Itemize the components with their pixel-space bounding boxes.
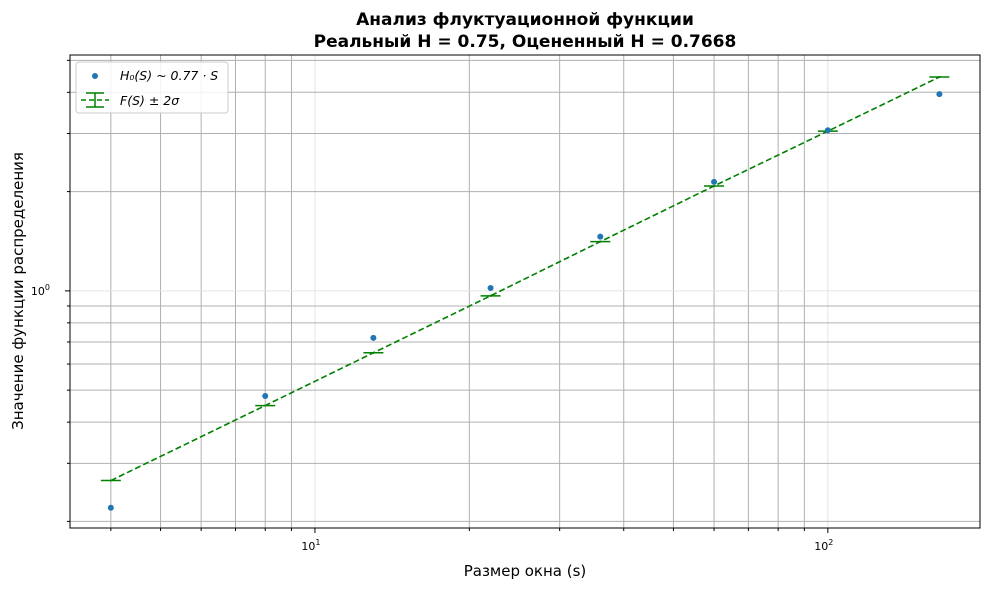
h0-scatter-point bbox=[711, 178, 718, 185]
plot-frame bbox=[69, 54, 981, 529]
marks bbox=[100, 76, 950, 511]
legend-errorbar-marker bbox=[81, 92, 109, 108]
h0-scatter-point bbox=[262, 393, 269, 400]
h0-scatter-point bbox=[936, 91, 943, 98]
legend-scatter-marker bbox=[92, 73, 98, 79]
x-tick-label: 101 bbox=[301, 538, 320, 553]
legend-label-h0: H₀(S) ~ 0.77 · S bbox=[120, 68, 218, 83]
h0-scatter-point bbox=[487, 285, 494, 292]
h0-scatter-point bbox=[370, 334, 377, 341]
legend-label-f: F(S) ± 2σ bbox=[120, 93, 180, 108]
y-axis-label: Значение функции распределения bbox=[9, 152, 27, 430]
chart-title: Анализ флуктуационной функции bbox=[356, 10, 694, 30]
x-axis-label: Размер окна (s) bbox=[464, 562, 587, 580]
f-series-line bbox=[110, 76, 940, 482]
x-tick-label: 102 bbox=[814, 538, 833, 553]
h0-scatter-point bbox=[107, 504, 114, 511]
h0-scatter-point bbox=[824, 127, 831, 134]
y-tick-label: 100 bbox=[31, 283, 50, 298]
chart-subtitle: Реальный H = 0.75, Оцененный H = 0.7668 bbox=[314, 32, 737, 52]
grid bbox=[70, 55, 980, 528]
h0-scatter-point bbox=[597, 233, 604, 240]
ticks: 101 102 100 bbox=[31, 59, 833, 553]
legend: H₀(S) ~ 0.77 · S F(S) ± 2σ bbox=[75, 61, 229, 114]
